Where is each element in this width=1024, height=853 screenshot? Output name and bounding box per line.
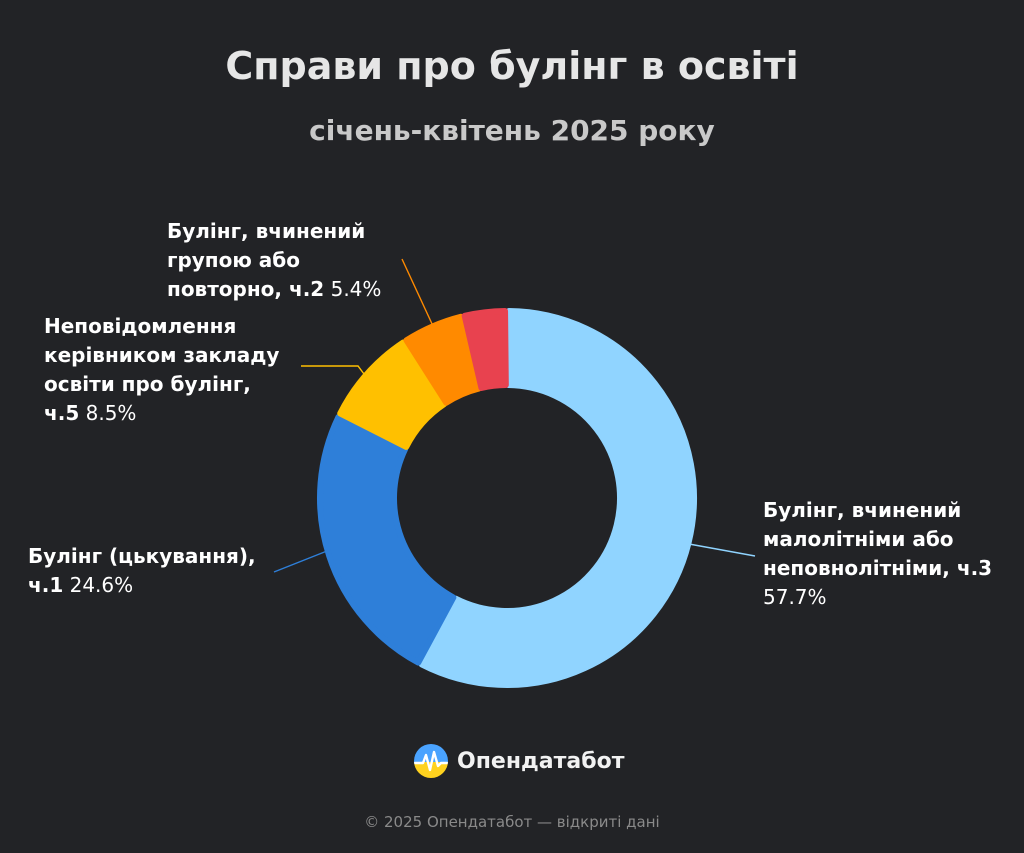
slice-label-text: Булінг (цькування), xyxy=(28,544,256,568)
donut-slice-3 xyxy=(403,313,483,406)
donut-slice-4 xyxy=(461,308,509,391)
slice-value: 57.7% xyxy=(763,585,827,609)
brand-name: Опендатабот xyxy=(457,748,625,774)
chart-title: Справи про булінг в освіті xyxy=(225,44,799,88)
slice-label-3: Булінг, вчинений групою або повторно, ч.2 … xyxy=(167,217,381,304)
leader-line-0 xyxy=(688,543,756,557)
slice-label-text: ч.5 xyxy=(44,401,80,425)
slice-label-text: неповнолітніми, ч.3 xyxy=(763,556,993,580)
slice-label-text: освіти про булінг, xyxy=(44,372,251,396)
slice-label-0: Булінг, вчинений малолітніми або неповнолі… xyxy=(763,496,992,612)
footer-credit: © 2025 Опендатабот — відкриті дані xyxy=(364,813,660,831)
slice-value: 24.6% xyxy=(63,573,134,597)
slice-label-text: ч.1 xyxy=(28,573,64,597)
slice-label-text: керівником закладу xyxy=(44,343,280,367)
donut-slice-0 xyxy=(418,308,697,688)
donut-slice-1 xyxy=(317,413,457,666)
slice-label-text: групою або xyxy=(167,248,300,272)
slice-label-text: малолітніми або xyxy=(763,527,954,551)
slice-label-text: повторно, ч.2 xyxy=(167,277,325,301)
leader-line-2 xyxy=(301,365,368,379)
slice-label-1: Булінг (цькування), ч.1 24.6% xyxy=(28,542,256,600)
brand: Опендатабот xyxy=(413,742,624,780)
chart-subtitle: січень-квітень 2025 року xyxy=(309,114,715,147)
slice-value: 8.5% xyxy=(79,401,137,425)
slice-label-2: Неповідомлення керівником закладу освіти п… xyxy=(44,312,279,428)
slice-label-text: Булінг, вчинений xyxy=(763,498,962,522)
opendatabot-logo-icon xyxy=(414,744,448,778)
donut-slice-2 xyxy=(337,339,448,450)
slice-label-text: Булінг, вчинений xyxy=(167,219,366,243)
leader-line-3 xyxy=(401,258,434,327)
leader-line-1 xyxy=(273,550,328,573)
slice-label-text: Неповідомлення xyxy=(44,314,237,338)
slice-value: 5.4% xyxy=(324,277,382,301)
